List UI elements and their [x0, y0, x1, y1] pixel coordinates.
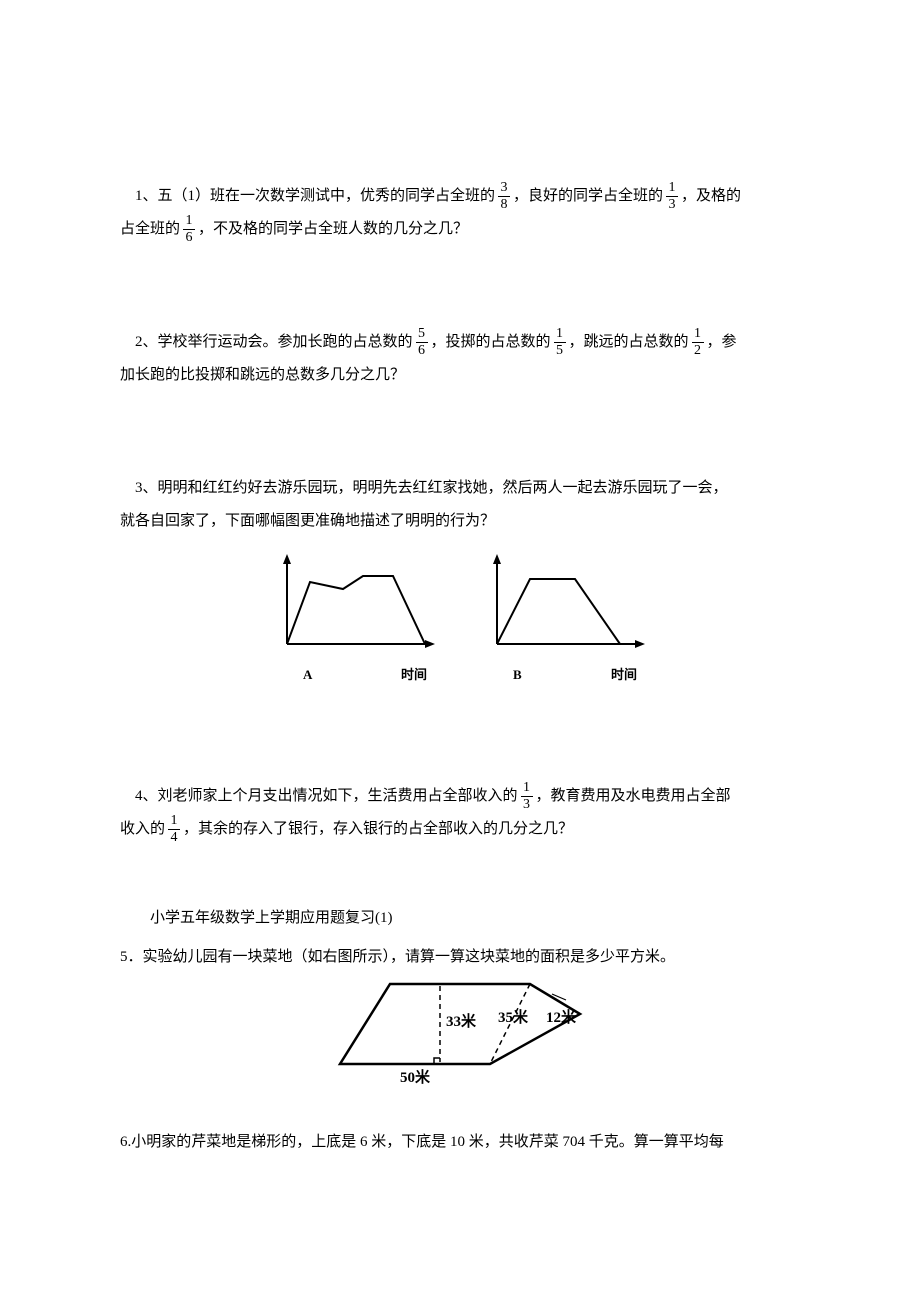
y-arrow-icon [283, 554, 291, 564]
fraction-1-3b: 1 3 [521, 781, 533, 812]
y-arrow-icon [493, 554, 501, 564]
q5-text: 5．实验幼儿园有一块菜地（如右图所示），请算一算这块菜地的面积是多少平方米。 [120, 945, 800, 966]
q2-text-5: 加长跑的比投掷和跳远的总数多几分之几？ [120, 359, 405, 392]
q1-text-5: ，不及格的同学占全班人数的几分之几？ [198, 213, 468, 246]
q2-text-4: ，参 [707, 326, 737, 359]
chart-a-line [287, 576, 425, 644]
fraction-1-6: 1 6 [183, 214, 195, 245]
fraction-1-4: 1 4 [168, 814, 180, 845]
chart-a: A 时间 [275, 554, 435, 690]
q4-text-4: ，其余的存入了银行，存入银行的占全部收入的几分之几？ [183, 813, 573, 846]
q1-text-4: 占全班的 [120, 213, 180, 246]
q4-line2: 收入的 1 4 ，其余的存入了银行，存入银行的占全部收入的几分之几？ [120, 813, 800, 846]
label-a: A [303, 661, 312, 690]
q1-text-3: ，及格的 [681, 180, 741, 213]
q3-charts: A 时间 B 时间 [120, 554, 800, 690]
q2-text-1: 2、学校举行运动会。参加长跑的占总数的 [120, 326, 413, 359]
q4-text-2: ，教育费用及水电费用占全部 [536, 780, 731, 813]
fraction-1-5: 1 5 [554, 327, 566, 358]
q1-text-2: ，良好的同学占全班的 [513, 180, 663, 213]
h-label: 33米 [446, 1012, 477, 1030]
chart-b: B 时间 [485, 554, 645, 690]
q4-line1: 4、刘老师家上个月支出情况如下，生活费用占全部收入的 1 3 ，教育费用及水电费… [120, 780, 800, 813]
q4-text-1: 4、刘老师家上个月支出情况如下，生活费用占全部收入的 [120, 780, 518, 813]
q2-line1: 2、学校举行运动会。参加长跑的占总数的 5 6 ，投掷的占总数的 1 5 ，跳远… [120, 326, 800, 359]
tri-label: 12米 [546, 1008, 577, 1026]
q2-line2: 加长跑的比投掷和跳远的总数多几分之几？ [120, 359, 800, 392]
fraction-1-3: 1 3 [666, 181, 678, 212]
q2-text-2: ，投掷的占总数的 [431, 326, 551, 359]
fraction-5-6: 5 6 [416, 327, 428, 358]
chart-a-labels: A 时间 [275, 661, 435, 690]
question-1: 1、五（1）班在一次数学测试中，优秀的同学占全班的 3 8 ，良好的同学占全班的… [120, 180, 800, 246]
question-5: 5．实验幼儿园有一块菜地（如右图所示），请算一算这块菜地的面积是多少平方米。 3… [120, 945, 800, 1089]
xlabel-b: 时间 [611, 661, 637, 690]
xlabel-a: 时间 [401, 661, 427, 690]
q1-line2: 占全班的 1 6 ，不及格的同学占全班人数的几分之几？ [120, 213, 800, 246]
chart-a-svg [275, 554, 435, 659]
chart-b-labels: B 时间 [485, 661, 645, 690]
q3-line2: 就各自回家了，下面哪幅图更准确地描述了明明的行为？ [120, 505, 800, 538]
chart-b-line [497, 579, 620, 644]
x-arrow-icon [635, 640, 645, 648]
q3-line1: 3、明明和红红约好去游乐园玩，明明先去红红家找她，然后两人一起去游乐园玩了一会， [120, 472, 800, 505]
q1-text-1: 1、五（1）班在一次数学测试中，优秀的同学占全班的 [120, 180, 495, 213]
q2-text-3: ，跳远的占总数的 [569, 326, 689, 359]
question-6: 6.小明家的芹菜地是梯形的，上底是 6 米，下底是 10 米，共收芹菜 704 … [120, 1127, 800, 1157]
chart-b-svg [485, 554, 645, 659]
fraction-3-8: 3 8 [498, 181, 510, 212]
question-3: 3、明明和红红约好去游乐园玩，明明先去红红家找她，然后两人一起去游乐园玩了一会，… [120, 472, 800, 690]
side-label: 35米 [498, 1008, 529, 1026]
fraction-1-2: 1 2 [692, 327, 704, 358]
label-b: B [513, 661, 522, 690]
q1-line1: 1、五（1）班在一次数学测试中，优秀的同学占全班的 3 8 ，良好的同学占全班的… [120, 180, 800, 213]
question-4: 4、刘老师家上个月支出情况如下，生活费用占全部收入的 1 3 ，教育费用及水电费… [120, 780, 800, 846]
base-label: 50米 [400, 1068, 431, 1086]
q5-shape-box: 33米 35米 12米 50米 [120, 974, 800, 1089]
section-subtitle: 小学五年级数学上学期应用题复习(1) [120, 906, 800, 927]
q4-text-3: 收入的 [120, 813, 165, 846]
question-2: 2、学校举行运动会。参加长跑的占总数的 5 6 ，投掷的占总数的 1 5 ，跳远… [120, 326, 800, 392]
x-arrow-icon [425, 640, 435, 648]
shape-svg: 33米 35米 12米 50米 [330, 974, 590, 1089]
